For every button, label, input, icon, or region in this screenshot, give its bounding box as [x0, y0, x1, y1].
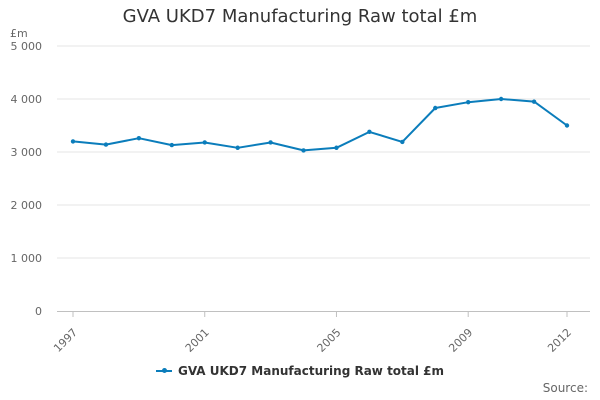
data-point	[433, 105, 438, 111]
y-axis-unit-label: £m	[10, 27, 28, 40]
y-tick-label: 5 000	[11, 40, 43, 53]
y-tick-label: 1 000	[11, 252, 43, 265]
y-tick-label: 3 000	[11, 146, 43, 159]
gridlines	[57, 45, 590, 259]
x-tick-label: 2009	[446, 326, 475, 355]
data-point	[235, 145, 240, 150]
data-point	[136, 136, 142, 141]
data-point	[169, 142, 174, 148]
data-point	[531, 99, 537, 104]
x-axis: 1997 2001 2005 2009 2012	[51, 311, 590, 355]
data-point	[202, 140, 207, 145]
y-tick-label: 0	[35, 305, 42, 318]
data-point	[268, 140, 273, 145]
data-point	[564, 123, 570, 128]
x-tick-label: 2012	[545, 326, 574, 355]
data-point	[400, 139, 405, 145]
x-tick-label: 2005	[315, 326, 344, 355]
x-tick-label: 1997	[51, 326, 80, 355]
source-label: Source:	[542, 381, 588, 395]
series-line	[72, 98, 568, 152]
legend-line-marker	[155, 367, 172, 373]
x-tick-label: 2001	[183, 326, 212, 355]
legend[interactable]: GVA UKD7 Manufacturing Raw total £m	[0, 364, 600, 378]
data-point	[334, 145, 339, 150]
series-line-group	[70, 96, 570, 153]
y-tick-label: 2 000	[11, 199, 43, 212]
data-point	[103, 142, 109, 147]
y-tick-label: 4 000	[11, 93, 43, 106]
data-point	[466, 99, 471, 105]
data-point	[301, 148, 306, 153]
data-point	[498, 96, 504, 102]
chart-title: GVA UKD7 Manufacturing Raw total £m	[122, 6, 478, 27]
y-axis: 0 1 000 2 000 3 000 4 000 5 000	[11, 40, 43, 318]
legend-series-label: GVA UKD7 Manufacturing Raw total £m	[177, 364, 445, 378]
data-point	[367, 129, 372, 135]
data-point	[70, 139, 76, 144]
